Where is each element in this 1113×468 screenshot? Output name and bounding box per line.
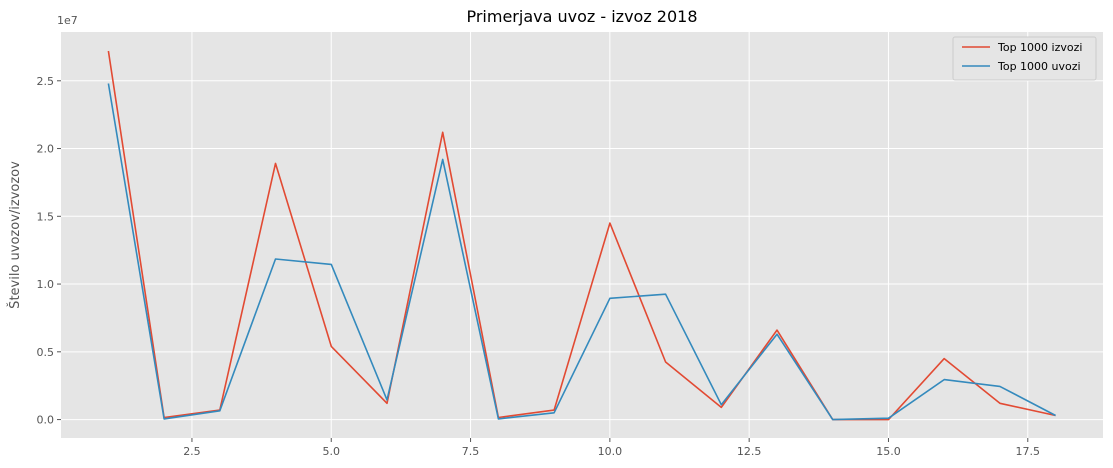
x-tick-label: 10.0 xyxy=(598,445,623,458)
x-tick-label: 12.5 xyxy=(737,445,762,458)
legend-label-0: Top 1000 izvozi xyxy=(997,41,1082,54)
y-axis: 0.0 0.5 1.0 1.5 2.0 2.5 xyxy=(37,75,61,427)
y-tick-label: 1.0 xyxy=(37,278,55,291)
x-tick-label: 2.5 xyxy=(183,445,201,458)
series-line-1 xyxy=(107,83,1056,421)
y-tick-label: 0.5 xyxy=(37,346,55,359)
x-tick-label: 17.5 xyxy=(1016,445,1041,458)
y-axis-label: Število uvozov/izvozov xyxy=(7,161,23,309)
chart-title: Primerjava uvoz - izvoz 2018 xyxy=(466,7,697,26)
legend: Top 1000 izvozi Top 1000 uvozi xyxy=(952,36,1097,81)
y-axis-offset: 1e7 xyxy=(57,14,78,27)
grid xyxy=(61,32,1103,438)
y-tick-label: 2.0 xyxy=(37,143,55,156)
series-line-0 xyxy=(107,50,1056,421)
x-tick-label: 5.0 xyxy=(323,445,341,458)
legend-label-1: Top 1000 uvozi xyxy=(997,60,1081,73)
x-tick-label: 7.5 xyxy=(462,445,480,458)
y-tick-label: 0.0 xyxy=(37,414,55,427)
x-axis: 2.5 5.0 7.5 10.0 12.5 15.0 17.5 xyxy=(183,438,1040,458)
y-tick-label: 2.5 xyxy=(37,75,55,88)
x-tick-label: 15.0 xyxy=(876,445,901,458)
y-tick-label: 1.5 xyxy=(37,210,55,223)
plot-area xyxy=(61,32,1103,438)
series-lines xyxy=(107,50,1056,421)
